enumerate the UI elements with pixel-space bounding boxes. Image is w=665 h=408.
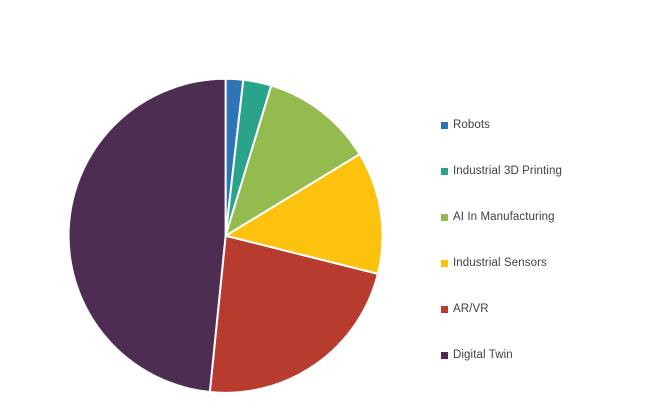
legend-swatch-icon bbox=[441, 305, 448, 313]
chart-legend: Robots Industrial 3D Printing AI In Manufa… bbox=[441, 118, 562, 394]
legend-item-industrial-3d-printing[interactable]: Industrial 3D Printing bbox=[441, 164, 562, 178]
legend-label: Industrial 3D Printing bbox=[453, 165, 562, 177]
legend-item-robots[interactable]: Robots bbox=[441, 118, 562, 132]
legend-swatch-icon bbox=[441, 121, 448, 129]
legend-label: Industrial Sensors bbox=[453, 257, 547, 269]
legend-swatch-icon bbox=[441, 167, 448, 175]
legend-swatch-icon bbox=[441, 259, 448, 267]
legend-label: Robots bbox=[453, 119, 491, 131]
legend-item-digital-twin[interactable]: Digital Twin bbox=[441, 348, 562, 362]
pie-slice-digital-twin[interactable] bbox=[67, 77, 227, 394]
legend-label: Digital Twin bbox=[453, 349, 513, 361]
legend-swatch-icon bbox=[441, 213, 448, 221]
legend-item-ar-vr[interactable]: AR/VR bbox=[441, 302, 562, 316]
pie-slice-ar-vr[interactable] bbox=[208, 234, 379, 394]
legend-swatch-icon bbox=[441, 351, 448, 359]
legend-label: AI In Manufacturing bbox=[453, 211, 555, 223]
legend-item-industrial-sensors[interactable]: Industrial Sensors bbox=[441, 256, 562, 270]
pie-slice-industrial-sensors[interactable] bbox=[224, 153, 384, 275]
pie-slice-ai-in-manufacturing[interactable] bbox=[224, 84, 361, 237]
legend-label: AR/VR bbox=[453, 303, 489, 315]
legend-item-ai-in-manufacturing[interactable]: AI In Manufacturing bbox=[441, 210, 562, 224]
